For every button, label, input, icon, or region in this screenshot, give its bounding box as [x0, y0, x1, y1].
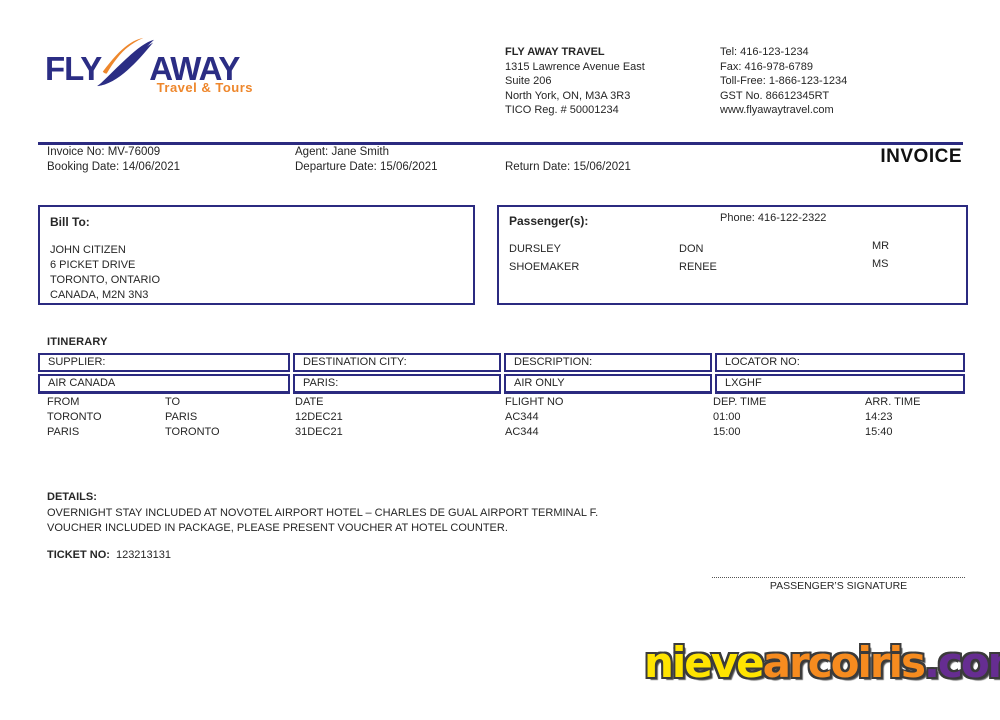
- bill-to-city: TORONTO, ONTARIO: [50, 274, 161, 286]
- passenger-last-name: DURSLEY: [509, 243, 561, 255]
- flight-dep: 01:00: [713, 411, 741, 423]
- flight-date: 12DEC21: [295, 411, 343, 423]
- bill-to-label: Bill To:: [50, 215, 90, 229]
- bill-to-name: JOHN CITIZEN: [50, 244, 126, 256]
- departure-date: Departure Date: 15/06/2021: [295, 161, 438, 173]
- flights-header-to: TO: [165, 396, 181, 408]
- bill-to-street: 6 PICKET DRIVE: [50, 259, 136, 271]
- company-name: FLY AWAY TRAVEL: [505, 46, 605, 58]
- watermark-part-purple: .com: [923, 638, 1000, 687]
- bill-to-box: Bill To: JOHN CITIZEN 6 PICKET DRIVE TOR…: [38, 205, 475, 305]
- itinerary-locator-value: LXGHF: [715, 374, 965, 394]
- header-divider: [38, 142, 963, 145]
- watermark-text: nievearcoiris.com: [644, 638, 1000, 687]
- ticket-row: TICKET NO: 123213131: [47, 549, 171, 561]
- ticket-number: 123213131: [115, 549, 172, 561]
- flights-header-arr: ARR. TIME: [865, 396, 921, 408]
- flight-to: PARIS: [165, 411, 198, 423]
- flights-table: FROM TO DATE FLIGHT NO DEP. TIME ARR. TI…: [47, 395, 965, 440]
- passenger-first-name: DON: [679, 243, 704, 255]
- ticket-label: TICKET NO:: [47, 549, 110, 561]
- company-logo: FLY AWAY Travel & Tours: [45, 37, 255, 95]
- itinerary-description-value: AIR ONLY: [504, 374, 712, 394]
- invoice-title: INVOICE: [880, 146, 962, 167]
- logo-wordmark: FLY AWAY: [45, 37, 255, 87]
- flight-from: TORONTO: [47, 411, 102, 423]
- company-address-line: Suite 206: [505, 75, 552, 87]
- itinerary-table: SUPPLIER: DESTINATION CITY: DESCRIPTION:…: [38, 353, 968, 394]
- company-address-line: North York, ON, M3A 3R3: [505, 89, 631, 102]
- itinerary-header-locator: LOCATOR NO:: [715, 353, 965, 372]
- flight-arr: 15:40: [865, 426, 893, 438]
- company-website: www.flyawaytravel.com: [720, 104, 834, 116]
- flight-to: TORONTO: [165, 426, 220, 438]
- flight-number: AC344: [505, 411, 539, 423]
- signature-label: PASSENGER’S SIGNATURE: [769, 580, 908, 592]
- logo-away-text: AWAY: [149, 50, 240, 87]
- flight-dep: 15:00: [713, 426, 741, 438]
- passengers-label: Passenger(s):: [509, 214, 589, 228]
- swoosh-icon: [97, 37, 155, 87]
- passenger-phone: Phone: 416-122-2322: [720, 212, 827, 224]
- itinerary-header-supplier: SUPPLIER:: [38, 353, 290, 372]
- company-contact-block: Tel: 416-123-1234 Fax: 416-978-6789 Toll…: [720, 45, 847, 118]
- bill-to-lines: JOHN CITIZEN 6 PICKET DRIVE TORONTO, ONT…: [50, 243, 463, 303]
- flight-from: PARIS: [47, 426, 80, 438]
- itinerary-header-description: DESCRIPTION:: [504, 353, 712, 372]
- company-address-line: 1315 Lawrence Avenue East: [505, 60, 645, 73]
- flights-header-from: FROM: [47, 396, 80, 408]
- flight-date: 31DEC21: [295, 426, 343, 438]
- bill-to-country: CANADA, M2N 3N3: [50, 289, 149, 301]
- passenger-title: MS: [872, 258, 889, 270]
- passenger-first-name: RENEE: [679, 261, 717, 273]
- logo-tagline: Travel & Tours: [156, 80, 253, 95]
- company-tel: Tel: 416-123-1234: [720, 46, 809, 58]
- flight-number: AC344: [505, 426, 539, 438]
- itinerary-header-destination: DESTINATION CITY:: [293, 353, 501, 372]
- flights-header-flight: FLIGHT NO: [505, 396, 564, 408]
- flights-header-dep: DEP. TIME: [713, 396, 767, 408]
- flights-header-date: DATE: [295, 396, 324, 408]
- company-fax: Fax: 416-978-6789: [720, 60, 813, 73]
- signature-line: [712, 577, 965, 578]
- passenger-title: MR: [872, 240, 890, 252]
- company-tollfree: Toll-Free: 1-866-123-1234: [720, 75, 848, 87]
- details-label: DETAILS:: [47, 491, 97, 503]
- invoice-number: Invoice No: MV-76009: [47, 146, 161, 158]
- logo-fly-text: FLY: [45, 50, 102, 87]
- passenger-last-name: SHOEMAKER: [509, 261, 580, 273]
- company-address-line: TICO Reg. # 50001234: [505, 104, 619, 116]
- flight-arr: 14:23: [865, 411, 893, 423]
- booking-date: Booking Date: 14/06/2021: [47, 161, 180, 173]
- itinerary-heading: ITINERARY: [47, 336, 108, 348]
- company-address-block: FLY AWAY TRAVEL 1315 Lawrence Avenue Eas…: [505, 45, 645, 118]
- itinerary-supplier-value: AIR CANADA: [38, 374, 290, 394]
- itinerary-destination-value: PARIS:: [293, 374, 501, 394]
- return-date: Return Date: 15/06/2021: [505, 161, 631, 173]
- watermark-part-orange: arcoiris: [762, 638, 926, 687]
- agent-name: Agent: Jane Smith: [295, 146, 389, 158]
- company-gst: GST No. 86612345RT: [720, 89, 830, 102]
- watermark-part-yellow: nieve: [644, 638, 765, 687]
- details-text: OVERNIGHT STAY INCLUDED AT NOVOTEL AIRPO…: [47, 507, 599, 534]
- passengers-box: Passenger(s): Phone: 416-122-2322 DURSLE…: [497, 205, 968, 305]
